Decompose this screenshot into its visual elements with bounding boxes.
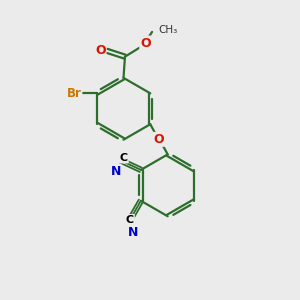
Text: N: N [110,165,121,178]
Text: Br: Br [67,87,82,100]
Text: N: N [128,226,138,239]
Text: C: C [126,215,134,225]
Text: O: O [95,44,106,57]
Text: C: C [120,153,128,163]
Text: O: O [140,37,151,50]
Text: CH₃: CH₃ [159,25,178,34]
Text: O: O [154,133,164,146]
